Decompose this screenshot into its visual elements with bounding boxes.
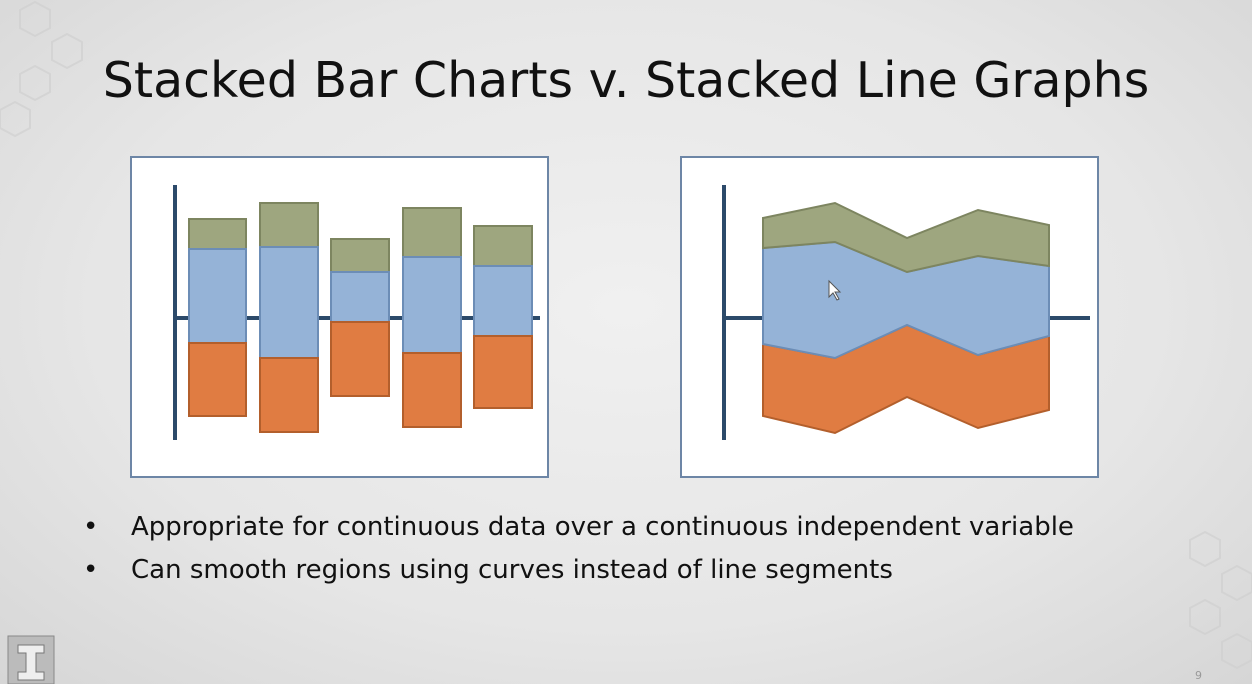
hex-pattern [0,0,1252,670]
bullet-list: Appropriate for continuous data over a c… [80,508,1074,594]
stacked-area-illustration [680,156,1099,478]
bullet: Can smooth regions using curves instead … [80,551,1074,594]
stacked-bar-illustration [130,156,549,478]
slide-number: 9 [1195,669,1202,682]
slide-title: Stacked Bar Charts v. Stacked Line Graph… [102,52,1150,109]
cursor [828,279,842,301]
bullet: Appropriate for continuous data over a c… [80,508,1074,551]
logo [7,635,55,684]
